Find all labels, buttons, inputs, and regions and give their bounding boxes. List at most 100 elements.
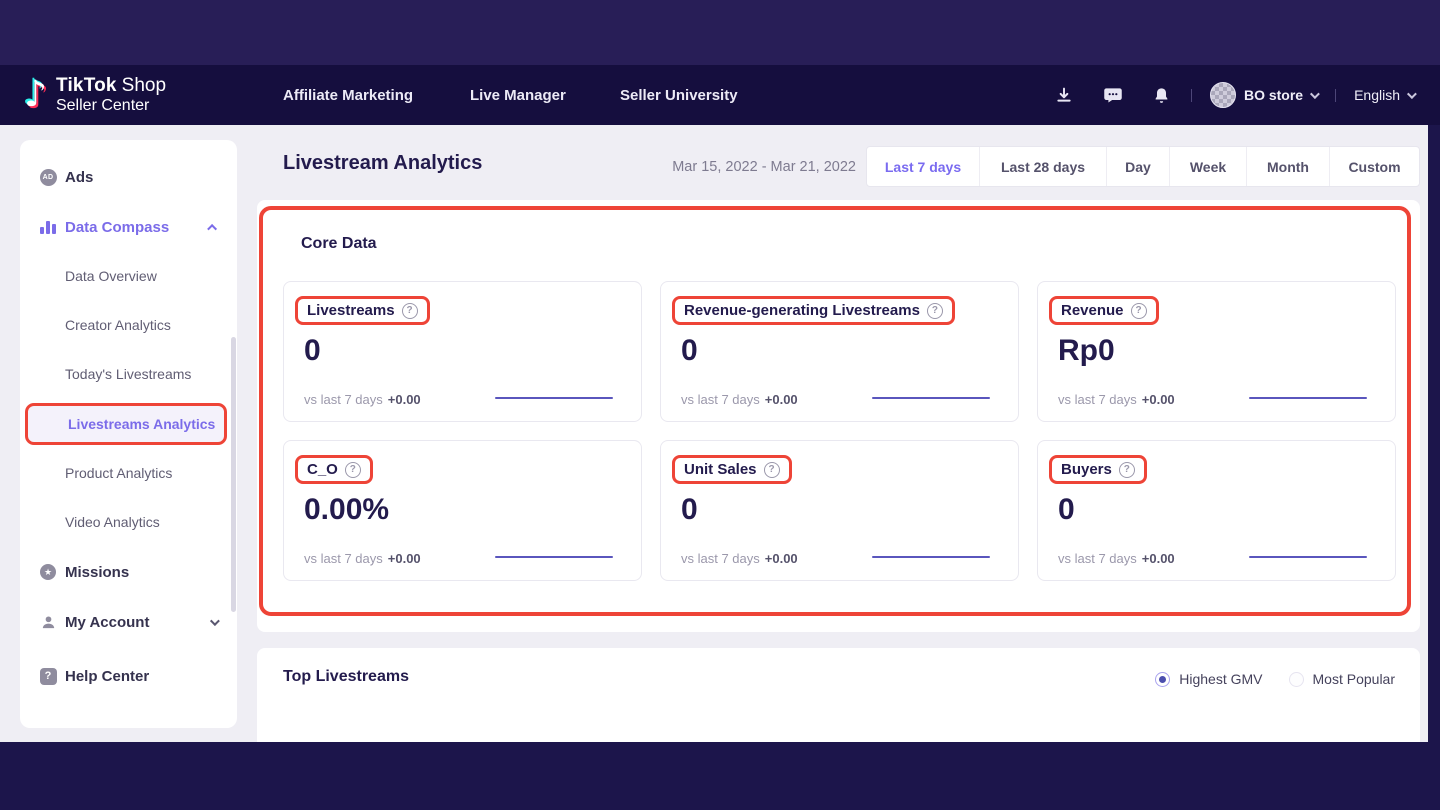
- sidebar-item-help-center[interactable]: ? Help Center: [20, 656, 237, 696]
- metric-card-unit-sales: Unit Sales ? 0 vs last 7 days +0.00: [660, 440, 1019, 581]
- store-avatar[interactable]: [1209, 82, 1236, 108]
- tab-week[interactable]: Week: [1169, 147, 1246, 186]
- highlight-box: Revenue-generating Livestreams ?: [672, 296, 955, 325]
- compare-value: +0.00: [1141, 551, 1175, 566]
- sidebar-item-label: Livestreams Analytics: [68, 416, 216, 432]
- top-livestreams-panel: Top Livestreams Highest GMV Most Popular: [257, 648, 1420, 742]
- language-selector[interactable]: English: [1354, 87, 1400, 103]
- sidebar-item-data-overview[interactable]: Data Overview: [20, 256, 237, 296]
- sparkline-chart: [1249, 397, 1367, 399]
- sidebar-item-ads[interactable]: AD Ads: [20, 157, 237, 197]
- store-selector[interactable]: BO store: [1243, 87, 1304, 103]
- compare-label: vs last 7 days: [681, 392, 760, 407]
- chevron-down-icon: [1310, 88, 1320, 99]
- help-icon[interactable]: ?: [401, 302, 418, 319]
- help-icon[interactable]: ?: [926, 302, 943, 319]
- sidebar-scrollbar[interactable]: [231, 337, 236, 612]
- date-range-label: Mar 15, 2022 - Mar 21, 2022: [672, 159, 856, 175]
- bar-chart-icon: [38, 220, 58, 234]
- compare-value: +0.00: [387, 392, 421, 407]
- chevron-up-icon: [207, 223, 218, 234]
- tiktok-shop-logo[interactable]: ♪ TikTok Shop Seller Center: [24, 65, 166, 125]
- download-icon[interactable]: [1053, 84, 1075, 106]
- sidebar-item-missions[interactable]: ★ Missions: [20, 552, 237, 592]
- metric-card-revenue-generating-livestreams: Revenue-generating Livestreams ? 0 vs la…: [660, 281, 1019, 422]
- chevron-down-icon: [209, 615, 220, 626]
- tiktok-note-icon: ♪: [24, 74, 47, 115]
- metric-value: 0: [681, 493, 698, 526]
- metric-title: Unit Sales: [684, 461, 757, 478]
- help-icon[interactable]: ?: [1130, 302, 1147, 319]
- logo-title-light: Shop: [121, 75, 167, 97]
- tab-day[interactable]: Day: [1106, 147, 1169, 186]
- compare-label: vs last 7 days: [1058, 392, 1137, 407]
- header-divider: [1190, 88, 1192, 102]
- letterbox-right: [1428, 125, 1440, 742]
- sidebar-item-product-analytics[interactable]: Product Analytics: [20, 453, 237, 493]
- sidebar-item-creator-analytics[interactable]: Creator Analytics: [20, 305, 237, 345]
- person-icon: [38, 614, 58, 631]
- sparkline-chart: [495, 556, 613, 558]
- nav-live-manager[interactable]: Live Manager: [470, 86, 566, 104]
- metric-title: Revenue: [1061, 302, 1124, 319]
- help-icon[interactable]: ?: [1118, 461, 1135, 478]
- letterbox-bottom: [0, 742, 1440, 810]
- metric-card-livestreams: Livestreams ? 0 vs last 7 days +0.00: [283, 281, 642, 422]
- header-divider: [1335, 88, 1337, 102]
- sidebar-item-label: Missions: [65, 563, 130, 581]
- compare-label: vs last 7 days: [304, 551, 383, 566]
- logo-title-bold: TikTok: [55, 75, 117, 97]
- metric-title: Livestreams: [307, 302, 395, 319]
- header-right-cluster: BO store English: [1053, 65, 1417, 125]
- sidebar: AD Ads Data Compass Data Overview Creato…: [20, 140, 237, 728]
- help-icon[interactable]: ?: [344, 461, 361, 478]
- metric-title: C_O: [307, 461, 338, 478]
- sidebar-item-label: Help Center: [65, 667, 150, 685]
- sidebar-item-todays-livestreams[interactable]: Today's Livestreams: [20, 354, 237, 394]
- sidebar-item-label: Data Compass: [65, 218, 170, 236]
- compare-label: vs last 7 days: [681, 551, 760, 566]
- top-livestreams-heading: Top Livestreams: [283, 668, 409, 685]
- sort-option-label: Highest GMV: [1179, 671, 1263, 687]
- sidebar-item-label: Ads: [65, 168, 94, 186]
- tab-last-28-days[interactable]: Last 28 days: [979, 147, 1106, 186]
- compare-label: vs last 7 days: [1058, 551, 1137, 566]
- sort-option-most-popular[interactable]: Most Popular: [1288, 671, 1395, 687]
- tab-custom[interactable]: Custom: [1329, 147, 1419, 186]
- metric-card-co-rate: C_O ? 0.00% vs last 7 days +0.00: [283, 440, 642, 581]
- compare-value: +0.00: [387, 551, 421, 566]
- sparkline-chart: [872, 556, 990, 558]
- core-data-heading: Core Data: [301, 235, 377, 252]
- metric-value: 0: [681, 334, 698, 367]
- bell-icon[interactable]: [1151, 84, 1173, 106]
- sidebar-item-label: Product Analytics: [65, 465, 173, 481]
- compare-label: vs last 7 days: [304, 392, 383, 407]
- sparkline-chart: [1249, 556, 1367, 558]
- nav-affiliate-marketing[interactable]: Affiliate Marketing: [283, 86, 414, 104]
- metric-value: Rp0: [1058, 334, 1115, 367]
- tab-month[interactable]: Month: [1246, 147, 1329, 186]
- radio-unselected-icon[interactable]: [1288, 671, 1304, 687]
- radio-selected-icon[interactable]: [1155, 671, 1171, 687]
- sparkline-chart: [872, 397, 990, 399]
- highlight-box: Buyers ?: [1049, 455, 1147, 484]
- tab-last-7-days[interactable]: Last 7 days: [884, 158, 962, 175]
- help-icon[interactable]: ?: [763, 461, 780, 478]
- metric-title: Buyers: [1061, 461, 1112, 478]
- metric-card-revenue: Revenue ? Rp0 vs last 7 days +0.00: [1037, 281, 1396, 422]
- sidebar-item-data-compass[interactable]: Data Compass: [20, 207, 237, 247]
- metric-value: 0.00%: [304, 493, 390, 526]
- compare-value: +0.00: [764, 551, 798, 566]
- compare-value: +0.00: [764, 392, 798, 407]
- sidebar-item-label: Video Analytics: [65, 514, 160, 530]
- sort-options: Highest GMV Most Popular: [1155, 671, 1395, 687]
- page-title: Livestream Analytics: [283, 152, 483, 174]
- time-filter-tabs: Last 7 days Last 28 days Day Week Month …: [866, 146, 1420, 187]
- sidebar-item-my-account[interactable]: My Account: [20, 602, 237, 642]
- chat-icon[interactable]: [1102, 84, 1124, 106]
- sort-option-highest-gmv[interactable]: Highest GMV: [1155, 671, 1263, 687]
- sidebar-item-video-analytics[interactable]: Video Analytics: [20, 502, 237, 542]
- sidebar-item-livestreams-analytics-active[interactable]: Livestreams Analytics: [25, 403, 227, 445]
- top-navbar: ♪ TikTok Shop Seller Center Affiliate Mar…: [0, 65, 1440, 125]
- nav-seller-university[interactable]: Seller University: [620, 86, 738, 104]
